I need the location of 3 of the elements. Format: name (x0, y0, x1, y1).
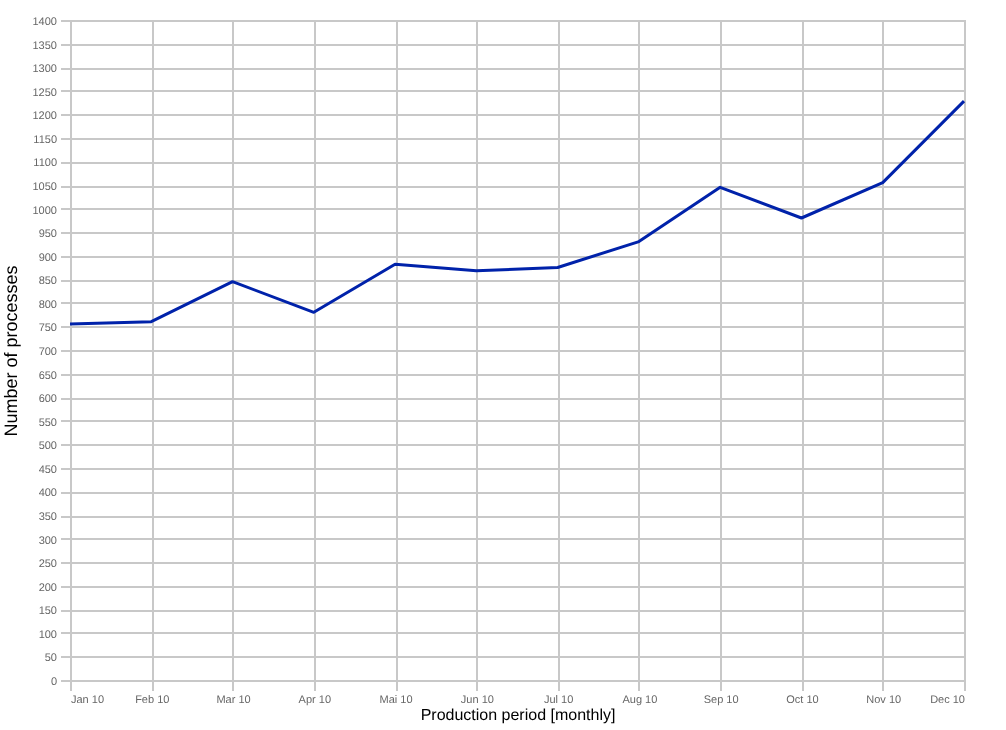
x-axis-title: Production period [monthly] (420, 706, 616, 724)
y-axis-title: Number of processes (0, 264, 21, 437)
line-series (68, 99, 966, 326)
